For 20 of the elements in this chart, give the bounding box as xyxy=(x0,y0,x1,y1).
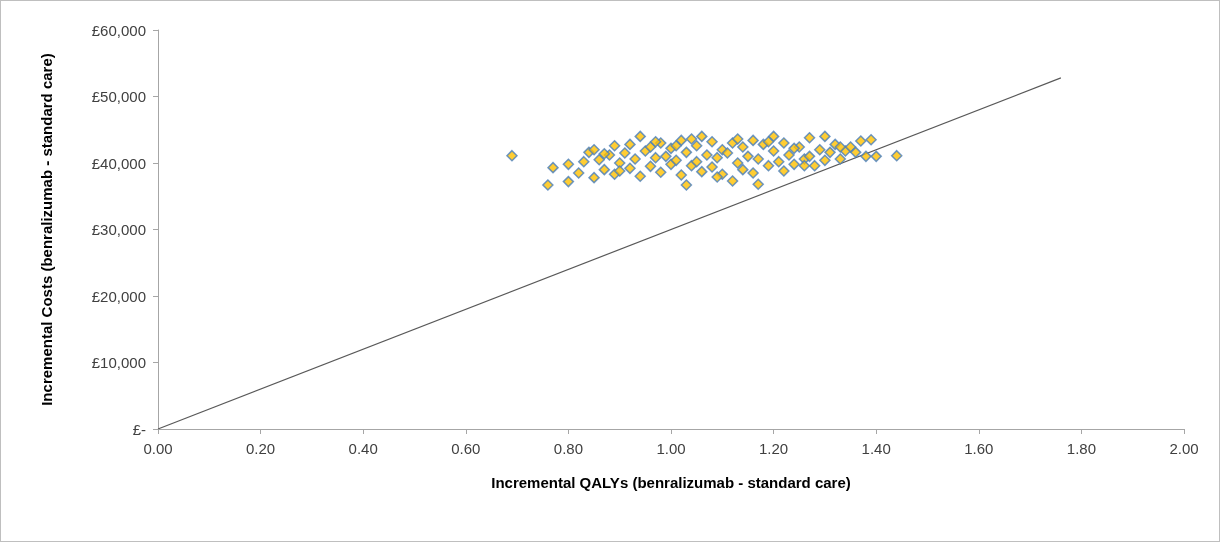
y-tick-label: £- xyxy=(132,420,146,438)
x-tick-label: 1.60 xyxy=(964,440,994,457)
y-tick-label: £50,000 xyxy=(91,88,146,105)
x-tick-label: 0.40 xyxy=(348,440,378,457)
x-tick-label: 1.20 xyxy=(759,440,789,457)
y-tick-label: £60,000 xyxy=(91,21,146,39)
x-axis-title: Incremental QALYs (benralizumab - standard care) xyxy=(491,474,851,491)
y-axis-title: Incremental Costs (benralizumab - standard care) xyxy=(38,53,55,406)
x-tick-label: 0.20 xyxy=(246,440,276,457)
x-tick-label: 1.40 xyxy=(861,440,891,457)
x-tick-label: 1.00 xyxy=(656,440,686,457)
x-tick-label: 2.00 xyxy=(1169,440,1199,457)
y-tick-label: £20,000 xyxy=(91,287,146,305)
x-tick-label: 0.80 xyxy=(553,440,583,457)
y-tick-label: £10,000 xyxy=(91,354,146,371)
x-tick-label: 1.80 xyxy=(1066,440,1096,457)
x-tick-label: 0.60 xyxy=(451,440,481,457)
x-tick-label: 0.00 xyxy=(143,440,173,457)
y-tick-label: £30,000 xyxy=(91,221,146,238)
y-tick-label: £40,000 xyxy=(91,154,146,172)
